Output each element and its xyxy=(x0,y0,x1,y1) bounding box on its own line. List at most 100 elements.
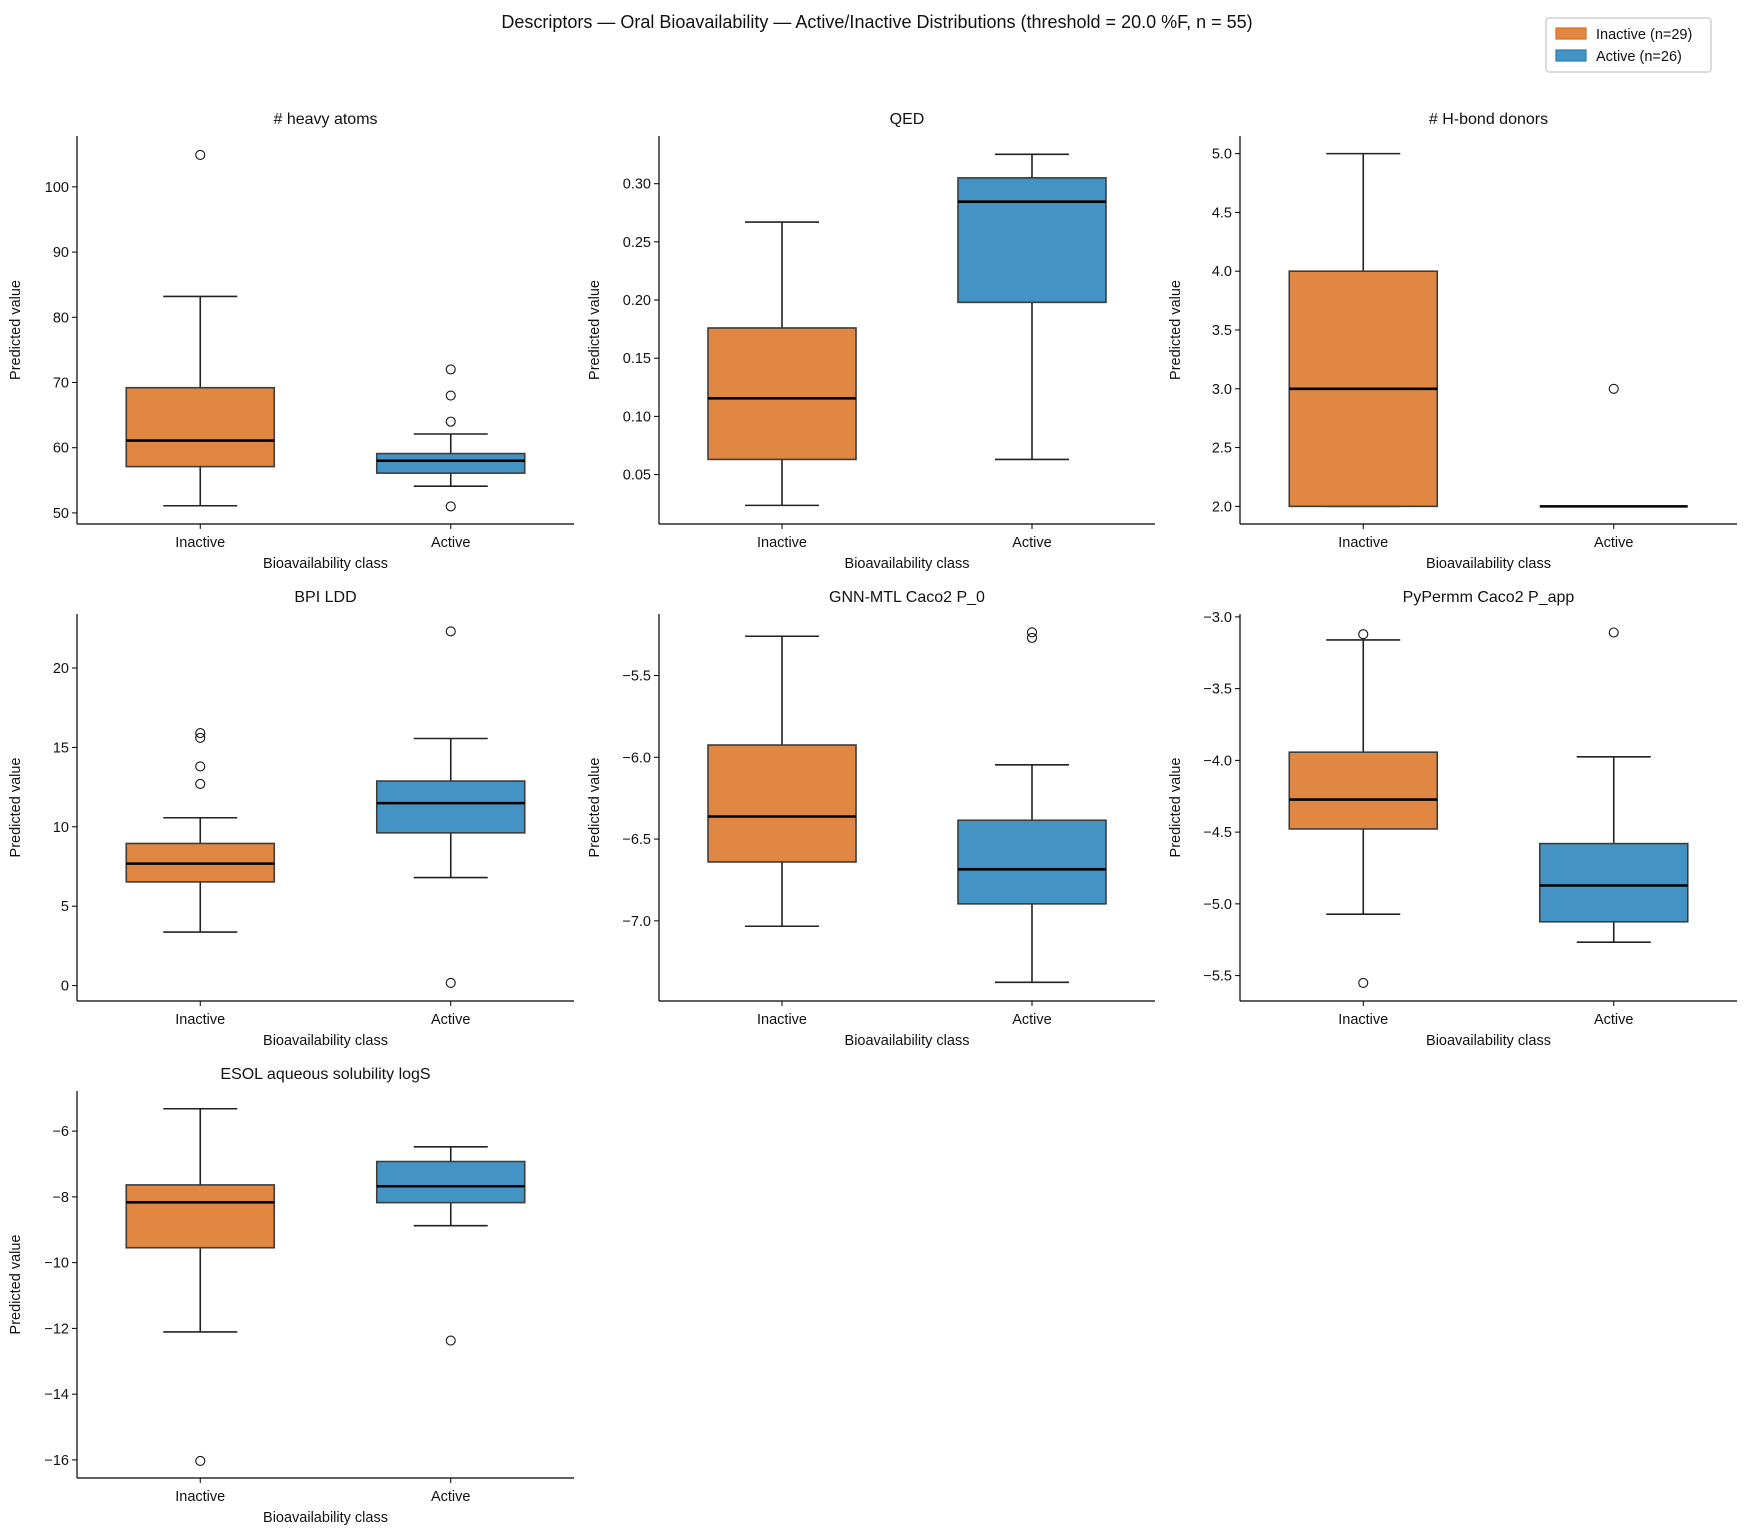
y-tick-label: 5 xyxy=(61,899,69,915)
y-tick-label: 90 xyxy=(53,245,69,261)
box-active xyxy=(375,626,526,988)
y-tick-label: −5.0 xyxy=(1203,897,1232,913)
subplot-7: ESOL aqueous solubility logS −16 −14 −12 −10… xyxy=(8,1066,574,1526)
x-tick-label: Inactive xyxy=(175,1489,225,1505)
iqr-box xyxy=(1288,751,1439,830)
y-axis-label: Predicted value xyxy=(8,280,24,380)
iqr-box xyxy=(125,386,276,468)
y-tick-label: 100 xyxy=(45,180,69,196)
box-inactive xyxy=(125,1107,276,1466)
y-tick-label: 15 xyxy=(53,740,69,756)
y-tick-label: 80 xyxy=(53,310,69,326)
legend: Inactive (n=29) Active (n=26) xyxy=(1545,17,1712,73)
y-axis-label: Predicted value xyxy=(8,758,24,858)
iqr-box xyxy=(125,1184,276,1249)
x-tick-label: Active xyxy=(431,1489,471,1505)
y-tick-label: 0.10 xyxy=(623,409,651,425)
box-active xyxy=(957,153,1107,461)
iqr-box xyxy=(957,177,1107,304)
outlier-point xyxy=(445,416,456,427)
y-tick-label: 0.15 xyxy=(623,351,651,367)
subplot-title: QED xyxy=(890,111,925,128)
y-axis-label: Predicted value xyxy=(587,280,603,380)
outlier-point xyxy=(1026,632,1038,643)
x-axis-label: Bioavailability class xyxy=(263,556,388,572)
iqr-box xyxy=(707,744,857,863)
outlier-point xyxy=(195,728,206,739)
box-active xyxy=(375,364,526,512)
box-active xyxy=(1538,627,1689,943)
subplot-title: BPI LDD xyxy=(294,589,356,606)
x-tick-label: Inactive xyxy=(1338,1012,1388,1028)
x-tick-label: Active xyxy=(1594,535,1634,551)
iqr-box xyxy=(375,1160,526,1204)
outlier-point xyxy=(445,977,456,988)
outlier-point xyxy=(195,761,206,772)
subplot-title: ESOL aqueous solubility logS xyxy=(220,1066,430,1083)
outlier-point xyxy=(1358,977,1369,988)
y-tick-label: −6 xyxy=(52,1124,69,1140)
x-tick-label: Inactive xyxy=(175,1012,225,1028)
subplot-3: # H-bond donors 2.0 2.5 3.0 3.5 4.0 4.5 5.0 Pred… xyxy=(1168,111,1737,572)
legend-swatch-inactive xyxy=(1555,27,1587,40)
iqr-box xyxy=(707,327,857,461)
outlier-point xyxy=(195,1455,206,1466)
box-inactive xyxy=(125,149,276,507)
y-axis-label: Predicted value xyxy=(8,1235,24,1335)
y-tick-label: 4.0 xyxy=(1212,264,1232,280)
x-tick-label: Inactive xyxy=(1338,535,1388,551)
x-tick-label: Active xyxy=(431,535,471,551)
y-tick-label: 3.0 xyxy=(1212,382,1232,398)
y-tick-label: −4.5 xyxy=(1203,825,1232,841)
legend-swatch-active xyxy=(1555,49,1587,62)
y-tick-label: 5.0 xyxy=(1212,147,1232,163)
outlier-point xyxy=(445,1335,456,1346)
x-tick-label: Active xyxy=(1012,1012,1052,1028)
outlier-point xyxy=(195,149,206,160)
outlier-point xyxy=(1358,629,1369,640)
y-axis-label: Predicted value xyxy=(587,758,603,858)
y-tick-label: 2.5 xyxy=(1212,441,1232,457)
x-tick-label: Active xyxy=(431,1012,471,1028)
outlier-point xyxy=(445,390,456,401)
y-tick-label: 70 xyxy=(53,375,69,391)
y-tick-label: −6.0 xyxy=(622,750,651,766)
subplot-title: GNN-MTL Caco2 P_0 xyxy=(829,589,985,606)
x-tick-label: Inactive xyxy=(757,535,807,551)
y-axis-label: Predicted value xyxy=(1168,758,1184,858)
x-axis-label: Bioavailability class xyxy=(263,1033,388,1049)
outlier-point xyxy=(195,732,206,743)
x-axis-label: Bioavailability class xyxy=(845,1033,970,1049)
subplot-4: BPI LDD 0 5 10 15 20 Predicted value Inactive Ac… xyxy=(8,589,574,1049)
box-active xyxy=(1539,383,1688,508)
subplot-title: # heavy atoms xyxy=(273,111,377,128)
box-inactive xyxy=(1288,629,1439,988)
y-tick-label: −14 xyxy=(44,1387,69,1403)
y-tick-label: 50 xyxy=(53,506,69,522)
subplot-1: # heavy atoms 50 60 70 80 90 100 Predicted valu… xyxy=(8,111,574,572)
box-active xyxy=(957,627,1107,984)
y-tick-label: 0.30 xyxy=(623,177,651,193)
y-tick-label: 10 xyxy=(53,820,69,836)
y-tick-label: 0.05 xyxy=(623,468,651,484)
y-axis-label: Predicted value xyxy=(1168,280,1184,380)
y-tick-label: 60 xyxy=(53,441,69,457)
subplot-2: QED 0.05 0.10 0.15 0.20 0.25 0.30 Predicted val… xyxy=(587,111,1155,572)
y-tick-label: 20 xyxy=(53,661,69,677)
outlier-point xyxy=(445,626,456,637)
y-tick-label: −8 xyxy=(52,1190,69,1206)
x-tick-label: Active xyxy=(1012,535,1052,551)
outlier-point xyxy=(1608,383,1619,394)
subplot-6: PyPermm Caco2 P_app −5.5 −5.0 −4.5 −4.0 −3.5 −… xyxy=(1168,589,1737,1049)
y-tick-label: 2.0 xyxy=(1212,499,1232,515)
y-tick-label: −5.5 xyxy=(622,669,651,685)
box-inactive xyxy=(125,728,276,933)
iqr-box xyxy=(375,452,526,474)
x-axis-label: Bioavailability class xyxy=(1426,556,1551,572)
outlier-point xyxy=(1026,627,1038,638)
y-tick-label: −10 xyxy=(44,1256,69,1272)
x-axis-label: Bioavailability class xyxy=(1426,1033,1551,1049)
x-tick-label: Inactive xyxy=(175,535,225,551)
iqr-box xyxy=(957,819,1107,905)
